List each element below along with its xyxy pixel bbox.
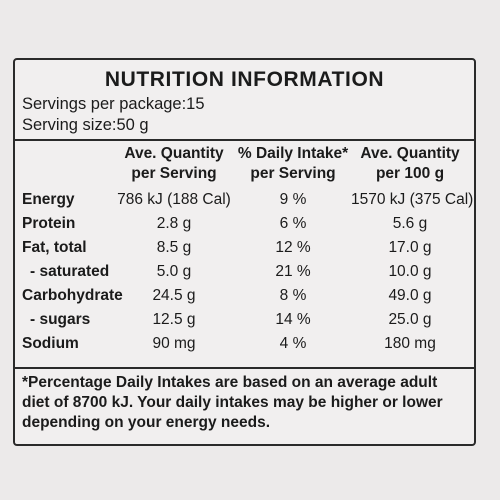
panel-title: NUTRITION INFORMATION — [104, 68, 385, 91]
value-daily-intake: 4 % — [279, 335, 307, 352]
value-per-serving: 24.5 g — [152, 287, 196, 304]
row-fat-total: Fat, total 8.5 g 12 % 17.0 g — [15, 239, 474, 263]
column-header-per-100g: Ave. Quantity per 100 g — [351, 144, 469, 184]
value-per-serving: 2.8 g — [156, 215, 192, 232]
column-header-daily-intake: % Daily Intake* per Serving — [233, 144, 353, 184]
value-daily-intake: 21 % — [275, 263, 311, 280]
value-per-serving: 90 mg — [152, 335, 196, 352]
value-daily-intake: 12 % — [275, 239, 311, 256]
row-label: - saturated — [30, 263, 110, 280]
serving-size: Serving size:50 g — [22, 116, 149, 134]
row-saturated: - saturated 5.0 g 21 % 10.0 g — [15, 263, 474, 287]
row-sugars: - sugars 12.5 g 14 % 25.0 g — [15, 311, 474, 335]
row-label: Energy — [22, 191, 75, 208]
row-label: Carbohydrate — [22, 287, 123, 304]
top-divider — [15, 139, 474, 141]
value-per-100g: 1570 kJ (375 Cal) — [351, 191, 474, 208]
footnote: *Percentage Daily Intakes are based on a… — [22, 374, 443, 431]
value-per-serving: 8.5 g — [156, 239, 192, 256]
value-daily-intake: 6 % — [279, 215, 307, 232]
column-header-line: Ave. Quantity — [360, 145, 460, 162]
value-daily-intake: 14 % — [275, 311, 311, 328]
value-per-100g: 17.0 g — [388, 239, 432, 256]
row-label: Protein — [22, 215, 76, 232]
value-per-serving: 786 kJ (188 Cal) — [117, 191, 231, 208]
row-energy: Energy 786 kJ (188 Cal) 9 % 1570 kJ (375… — [15, 191, 474, 215]
column-header-per-serving: Ave. Quantity per Serving — [113, 144, 235, 184]
row-label: - sugars — [30, 311, 91, 328]
value-per-100g: 25.0 g — [388, 311, 432, 328]
value-per-100g: 10.0 g — [388, 263, 432, 280]
row-carbohydrate: Carbohydrate 24.5 g 8 % 49.0 g — [15, 287, 474, 311]
bottom-divider — [15, 367, 474, 369]
column-header-line: per Serving — [250, 165, 336, 182]
column-header-line: % Daily Intake* — [237, 145, 349, 162]
row-label: Sodium — [22, 335, 79, 352]
row-sodium: Sodium 90 mg 4 % 180 mg — [15, 335, 474, 359]
value-daily-intake: 9 % — [279, 191, 307, 208]
value-per-100g: 49.0 g — [388, 287, 432, 304]
column-header-line: per 100 g — [375, 165, 445, 182]
column-header-line: per Serving — [131, 165, 217, 182]
value-daily-intake: 8 % — [279, 287, 307, 304]
value-per-serving: 5.0 g — [156, 263, 192, 280]
row-protein: Protein 2.8 g 6 % 5.6 g — [15, 215, 474, 239]
nutrition-panel: NUTRITION INFORMATION Servings per packa… — [13, 58, 476, 446]
value-per-100g: 180 mg — [384, 335, 436, 352]
value-per-serving: 12.5 g — [152, 311, 196, 328]
value-per-100g: 5.6 g — [392, 215, 428, 232]
row-label: Fat, total — [22, 239, 87, 256]
column-header-line: Ave. Quantity — [124, 145, 224, 162]
servings-per-package: Servings per package:15 — [22, 95, 205, 113]
